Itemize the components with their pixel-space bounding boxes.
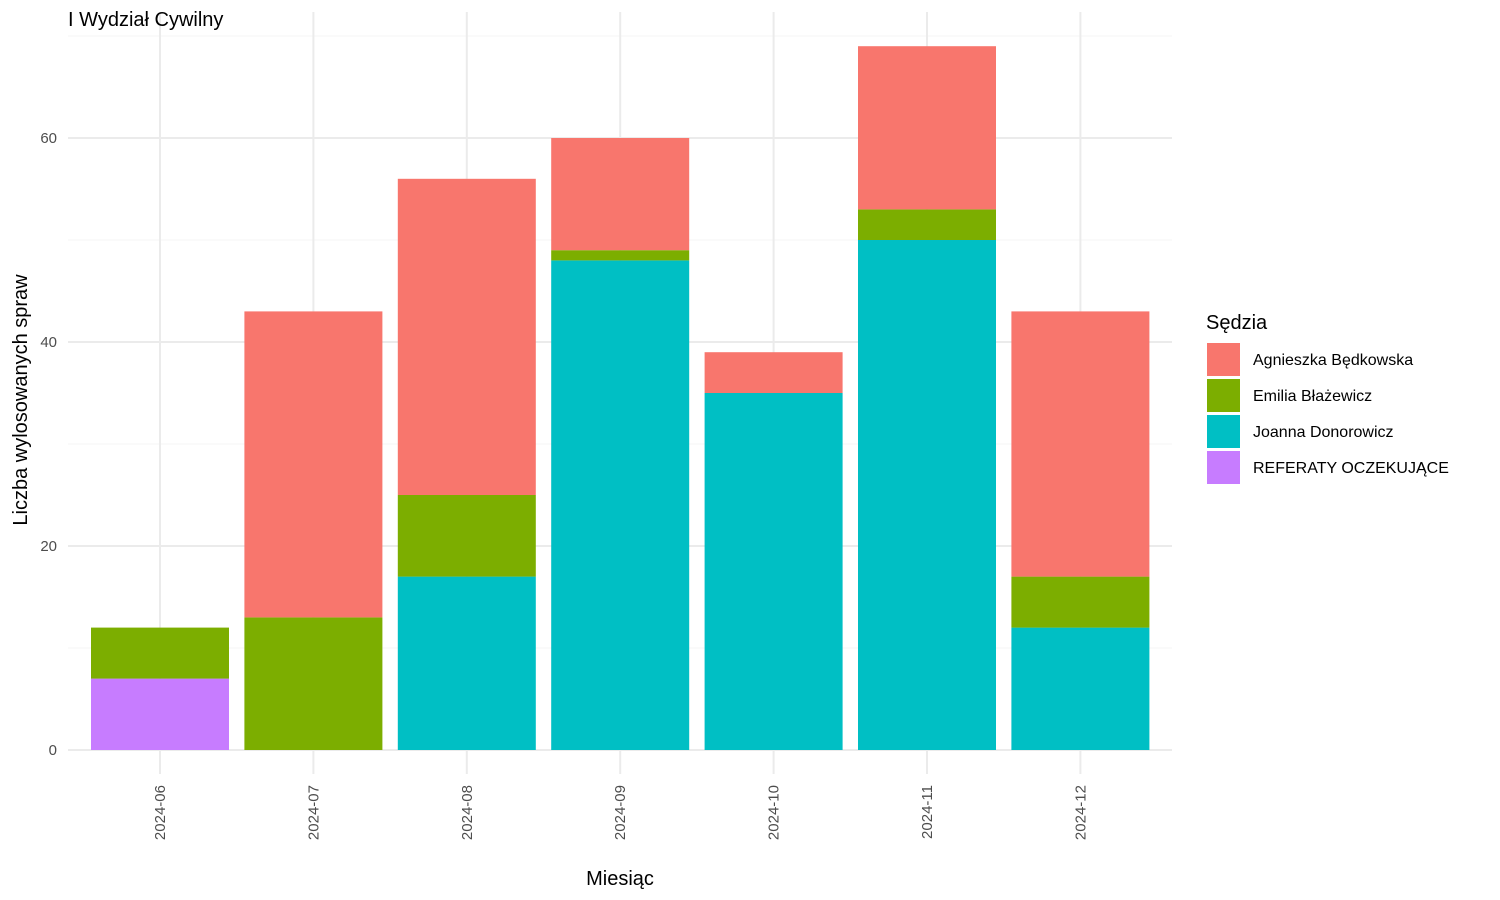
x-tick-label: 2024-09 [612, 785, 629, 840]
bar-segment [1011, 576, 1150, 628]
bar-segment [858, 209, 996, 240]
y-axis-title: Liczba wylosowanych spraw [10, 274, 32, 526]
bar-segment [1011, 311, 1150, 577]
bar-segment [704, 352, 843, 393]
bar-segment [858, 240, 996, 750]
legend-label: REFERATY OCZEKUJĄCE [1253, 460, 1449, 477]
legend-swatch [1207, 343, 1240, 376]
bar-segment [551, 260, 690, 750]
legend-swatch [1207, 415, 1240, 448]
y-tick-label: 60 [40, 130, 57, 147]
bar-segment [397, 495, 536, 577]
bar-segment [397, 178, 536, 496]
bar-segment [244, 617, 383, 750]
x-tick-label: 2024-10 [766, 785, 783, 840]
bar-segment [551, 250, 690, 261]
y-tick-label: 20 [40, 538, 57, 555]
bar-segment [704, 393, 843, 750]
legend-label: Joanna Donorowicz [1253, 424, 1394, 441]
bar-segment [551, 138, 690, 251]
legend-items: Agnieszka Będkowska Emilia Błażewicz Joann… [1207, 343, 1449, 484]
y-tick-label: 0 [49, 742, 57, 759]
legend-label: Agnieszka Będkowska [1253, 352, 1413, 369]
bar-segment [858, 46, 996, 210]
x-tick-label: 2024-06 [152, 785, 169, 840]
x-tick-label: 2024-11 [919, 785, 936, 839]
bar-segment [91, 678, 229, 750]
x-tick-label: 2024-12 [1072, 785, 1089, 840]
x-axis-ticks: 2024-06 2024-07 2024-08 2024-09 2024-10 2024-… [152, 785, 1089, 840]
y-axis-ticks: 0 20 40 60 [40, 130, 57, 759]
legend-label: Emilia Błażewicz [1253, 388, 1372, 405]
y-tick-label: 40 [40, 334, 57, 351]
bar-segment [91, 627, 229, 679]
bars [91, 46, 1150, 750]
legend-title: Sędzia [1206, 312, 1268, 334]
x-axis-title: Miesiąc [586, 868, 654, 890]
bar-segment [397, 576, 536, 750]
legend-swatch [1207, 451, 1240, 484]
legend: Sędzia Agnieszka Będkowska Emilia Błażewi… [1206, 312, 1449, 484]
x-tick-label: 2024-08 [459, 785, 476, 840]
legend-swatch [1207, 379, 1240, 412]
x-tick-label: 2024-07 [305, 785, 322, 840]
bar-segment [1011, 627, 1150, 750]
bar-segment [244, 311, 383, 618]
chart-title: I Wydział Cywilny [68, 9, 223, 31]
